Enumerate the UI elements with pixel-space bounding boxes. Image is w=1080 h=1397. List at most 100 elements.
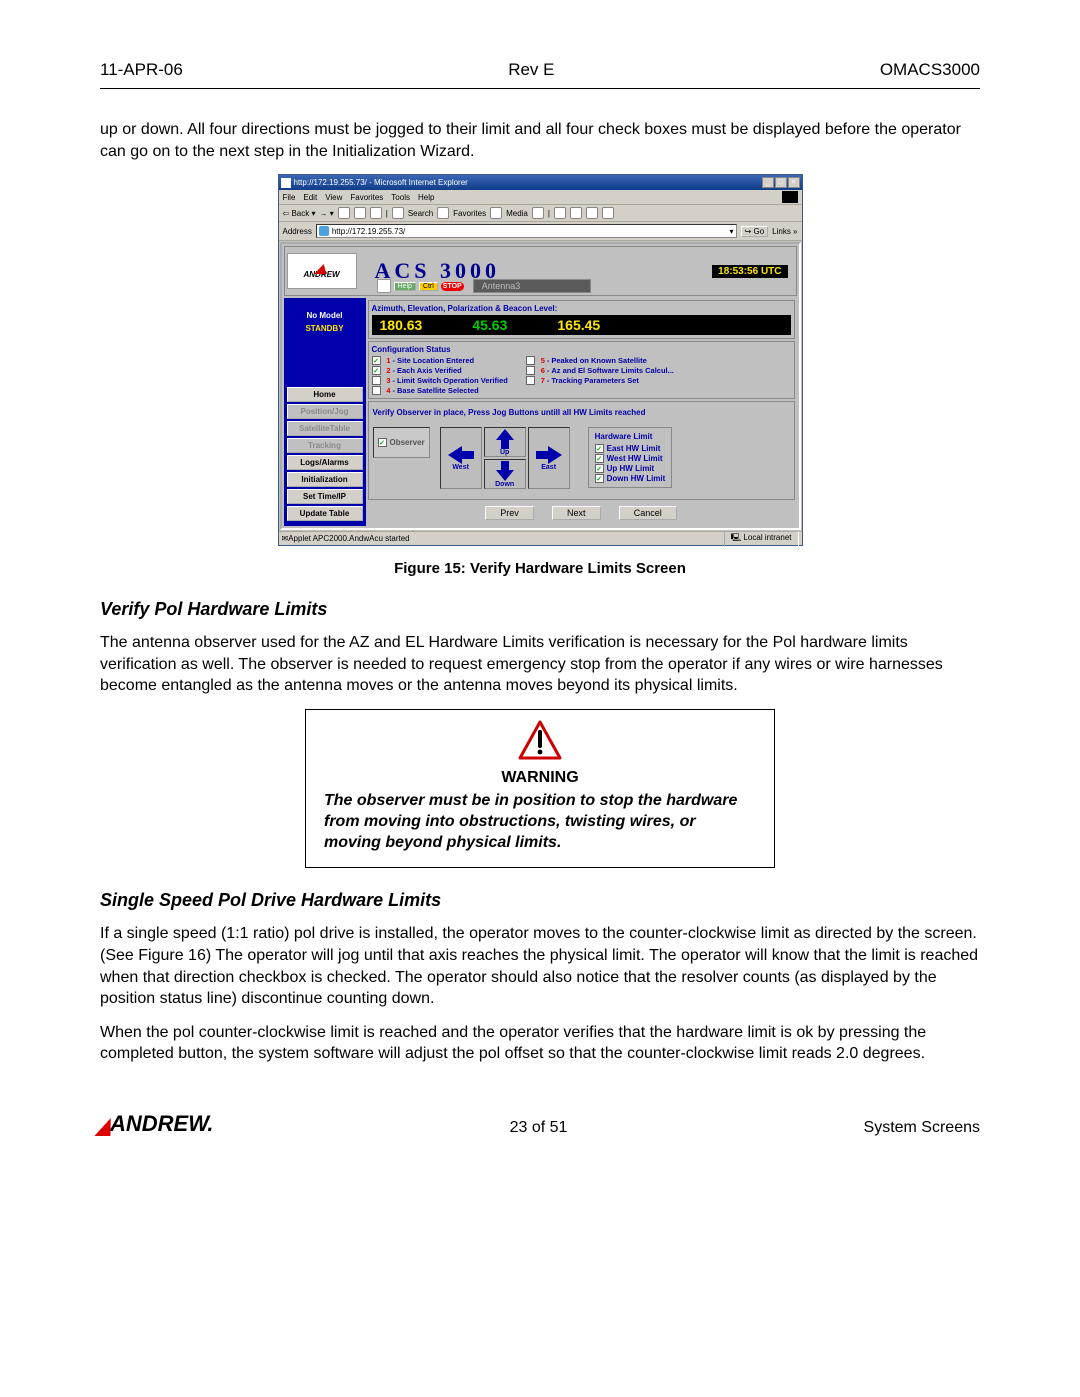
nav-tracking: Tracking (287, 438, 363, 453)
nav-position-jog: Position/Jog (287, 404, 363, 419)
warning-heading: WARNING (324, 769, 756, 787)
menu-view[interactable]: View (325, 193, 342, 202)
hw-limit-east-hw-limit: ✓East HW Limit (595, 444, 666, 453)
favorites-label[interactable]: Favorites (453, 209, 486, 218)
ie-window: http://172.19.255.73/ - Microsoft Intern… (278, 174, 803, 546)
maximize-button[interactable]: □ (775, 177, 787, 188)
app-help-button[interactable]: Help (394, 282, 416, 291)
page-footer: ANDREW. 23 of 51 System Screens (100, 1111, 980, 1137)
config-item-2: ✓2 - Each Axis Verified (372, 366, 508, 375)
nav-initialization[interactable]: Initialization (287, 472, 363, 487)
acs-app: ANDREW ACS 3000 18:53:56 UTC Help Ctrl S… (280, 242, 801, 530)
app-stop-button[interactable]: STOP (441, 282, 464, 291)
nav-logs-alarms[interactable]: Logs/Alarms (287, 455, 363, 470)
page-header: 11-APR-06 Rev E OMACS3000 (100, 60, 980, 80)
ie-titlebar: http://172.19.255.73/ - Microsoft Intern… (279, 175, 802, 190)
menu-favorites[interactable]: Favorites (350, 193, 383, 202)
menu-edit[interactable]: Edit (303, 193, 317, 202)
check-icon: ✓ (595, 444, 604, 453)
warning-box: WARNING The observer must be in position… (305, 709, 775, 868)
config-item-1: ✓1 - Site Location Entered (372, 356, 508, 365)
hw-limit-up-hw-limit: ✓Up HW Limit (595, 464, 666, 473)
stop-icon[interactable] (338, 207, 350, 219)
home-icon[interactable] (370, 207, 382, 219)
status-text: Applet APC2000.AndwAcu started (288, 534, 721, 543)
menu-tools[interactable]: Tools (391, 193, 410, 202)
check-icon (526, 376, 535, 385)
check-icon: ✓ (595, 474, 604, 483)
beacon-group: Azimuth, Elevation, Polarization & Beaco… (368, 300, 795, 339)
section2-heading: Single Speed Pol Drive Hardware Limits (100, 890, 980, 911)
warning-text: The observer must be in position to stop… (324, 791, 756, 853)
config-item-4: 4 - Base Satellite Selected (372, 386, 508, 395)
search-icon[interactable] (392, 207, 404, 219)
app-home-icon[interactable] (377, 279, 391, 293)
left-nav: No Model STANDBY HomePosition/JogSatelli… (284, 298, 366, 526)
favorites-icon[interactable] (437, 207, 449, 219)
ie-title: http://172.19.255.73/ - Microsoft Intern… (294, 178, 762, 187)
forward-button[interactable]: → ▾ (319, 209, 333, 218)
check-icon: ✓ (372, 366, 381, 375)
discuss-icon[interactable] (602, 207, 614, 219)
warning-icon (518, 720, 562, 760)
ie-menubar: File Edit View Favorites Tools Help (279, 190, 802, 205)
jog-east-button[interactable]: East (528, 427, 570, 489)
search-label[interactable]: Search (408, 209, 433, 218)
nav-set-time-ip[interactable]: Set Time/IP (287, 489, 363, 504)
config-item-7: 7 - Tracking Parameters Set (526, 376, 674, 385)
header-date: 11-APR-06 (100, 60, 183, 80)
beacon-el: 45.63 (472, 317, 507, 333)
header-docid: OMACS3000 (880, 60, 980, 80)
nav-update-table[interactable]: Update Table (287, 506, 363, 521)
verify-instruction: Verify Observer in place, Press Jog Butt… (373, 408, 790, 417)
minimize-button[interactable]: _ (762, 177, 774, 188)
back-button[interactable]: ⇦ Back ▾ (283, 209, 316, 218)
observer-checkbox[interactable]: ✓ Observer (373, 427, 430, 458)
history-icon[interactable] (532, 207, 544, 219)
links-label[interactable]: Links » (772, 227, 797, 236)
verify-group: Verify Observer in place, Press Jog Butt… (368, 401, 795, 500)
jog-down-button[interactable]: Down (484, 459, 526, 489)
menu-file[interactable]: File (283, 193, 296, 202)
antenna-tab[interactable]: Antenna3 (473, 279, 592, 293)
address-input[interactable]: http://172.19.255.73/▾ (316, 224, 737, 238)
jog-up-button[interactable]: Up (484, 427, 526, 457)
applet-status-icon: ✉ (282, 534, 289, 543)
close-button[interactable]: × (788, 177, 800, 188)
config-group: Configuration Status ✓1 - Site Location … (368, 341, 795, 399)
check-icon: ✓ (372, 356, 381, 365)
app-banner: ANDREW ACS 3000 18:53:56 UTC Help Ctrl S… (284, 246, 797, 296)
nav-home[interactable]: Home (287, 387, 363, 402)
menu-help[interactable]: Help (418, 193, 434, 202)
check-icon (526, 366, 535, 375)
andrew-logo: ANDREW (287, 253, 357, 289)
windows-flag-icon (782, 191, 798, 203)
hw-limit-down-hw-limit: ✓Down HW Limit (595, 474, 666, 483)
mail-icon[interactable] (554, 207, 566, 219)
app-ctrl-button[interactable]: Ctrl (419, 282, 438, 291)
ie-status-bar: ✉ Applet APC2000.AndwAcu started 🖳 Local… (279, 531, 802, 545)
prev-button[interactable]: Prev (485, 506, 534, 520)
beacon-pol: 165.45 (557, 317, 600, 333)
beacon-az: 180.63 (380, 317, 423, 333)
go-button[interactable]: ↪ Go (741, 226, 769, 237)
footer-section: System Screens (864, 1119, 980, 1137)
media-icon[interactable] (490, 207, 502, 219)
media-label[interactable]: Media (506, 209, 528, 218)
check-icon (526, 356, 535, 365)
check-icon: ✓ (595, 464, 604, 473)
cancel-button[interactable]: Cancel (619, 506, 677, 520)
utc-clock: 18:53:56 UTC (712, 265, 787, 278)
next-button[interactable]: Next (552, 506, 601, 520)
edit-icon[interactable] (586, 207, 598, 219)
intro-paragraph: up or down. All four directions must be … (100, 119, 980, 162)
section1-heading: Verify Pol Hardware Limits (100, 599, 980, 620)
jog-west-button[interactable]: West (440, 427, 482, 489)
print-icon[interactable] (570, 207, 582, 219)
check-icon (372, 386, 381, 395)
hw-limit-west-hw-limit: ✓West HW Limit (595, 454, 666, 463)
check-icon: ✓ (595, 454, 604, 463)
refresh-icon[interactable] (354, 207, 366, 219)
nav-satellitetable: SatelliteTable (287, 421, 363, 436)
header-rule (100, 88, 980, 89)
